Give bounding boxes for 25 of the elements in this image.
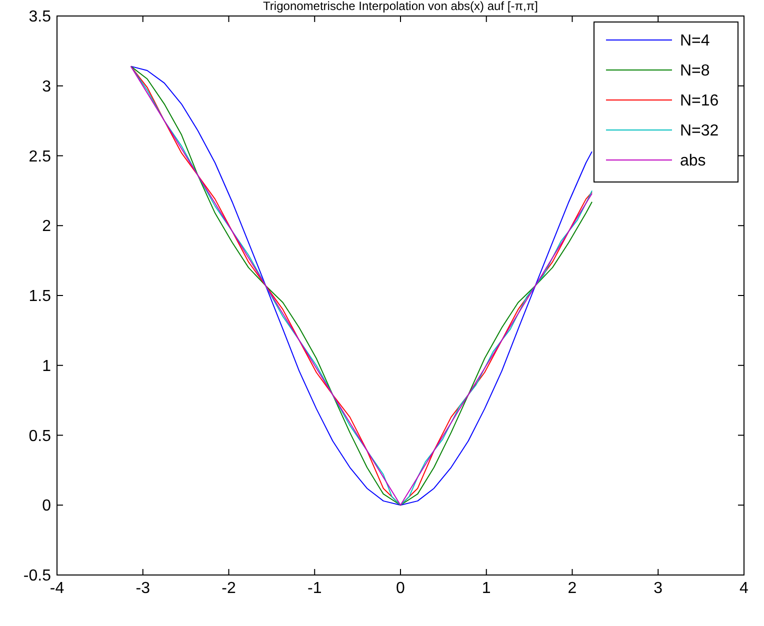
y-tick-label: 2.5 [28,148,52,166]
x-tick-label: 0 [396,580,406,597]
chart-title: Trigonometrische Interpolation von abs(x) auf [-π,π] [263,0,538,13]
x-tick-label: -1 [308,580,322,597]
legend-label: N=8 [680,62,710,80]
x-tick-label: -4 [50,580,64,597]
x-tick-label: 4 [740,580,749,597]
x-tick-label: -2 [222,580,236,597]
legend-label: N=32 [680,122,719,140]
legend-label: abs [680,152,706,170]
y-tick-label: 2 [42,218,52,236]
y-tick-label: 3 [42,78,52,96]
y-tick-label: 1 [42,358,52,375]
x-tick-label: 3 [654,580,663,597]
x-tick-label: -3 [136,580,150,597]
y-tick-label: 1.5 [28,288,52,306]
x-tick-label: 2 [568,580,577,597]
y-tick-label: -0.5 [23,568,52,585]
y-tick-label: 3.5 [28,8,52,26]
x-tick-label: 1 [482,580,491,597]
y-tick-label: 0 [42,498,52,515]
legend-label: N=4 [680,32,710,50]
legend-label: N=16 [680,92,719,110]
line-series [130,66,592,506]
y-tick-label: 0.5 [28,428,52,445]
